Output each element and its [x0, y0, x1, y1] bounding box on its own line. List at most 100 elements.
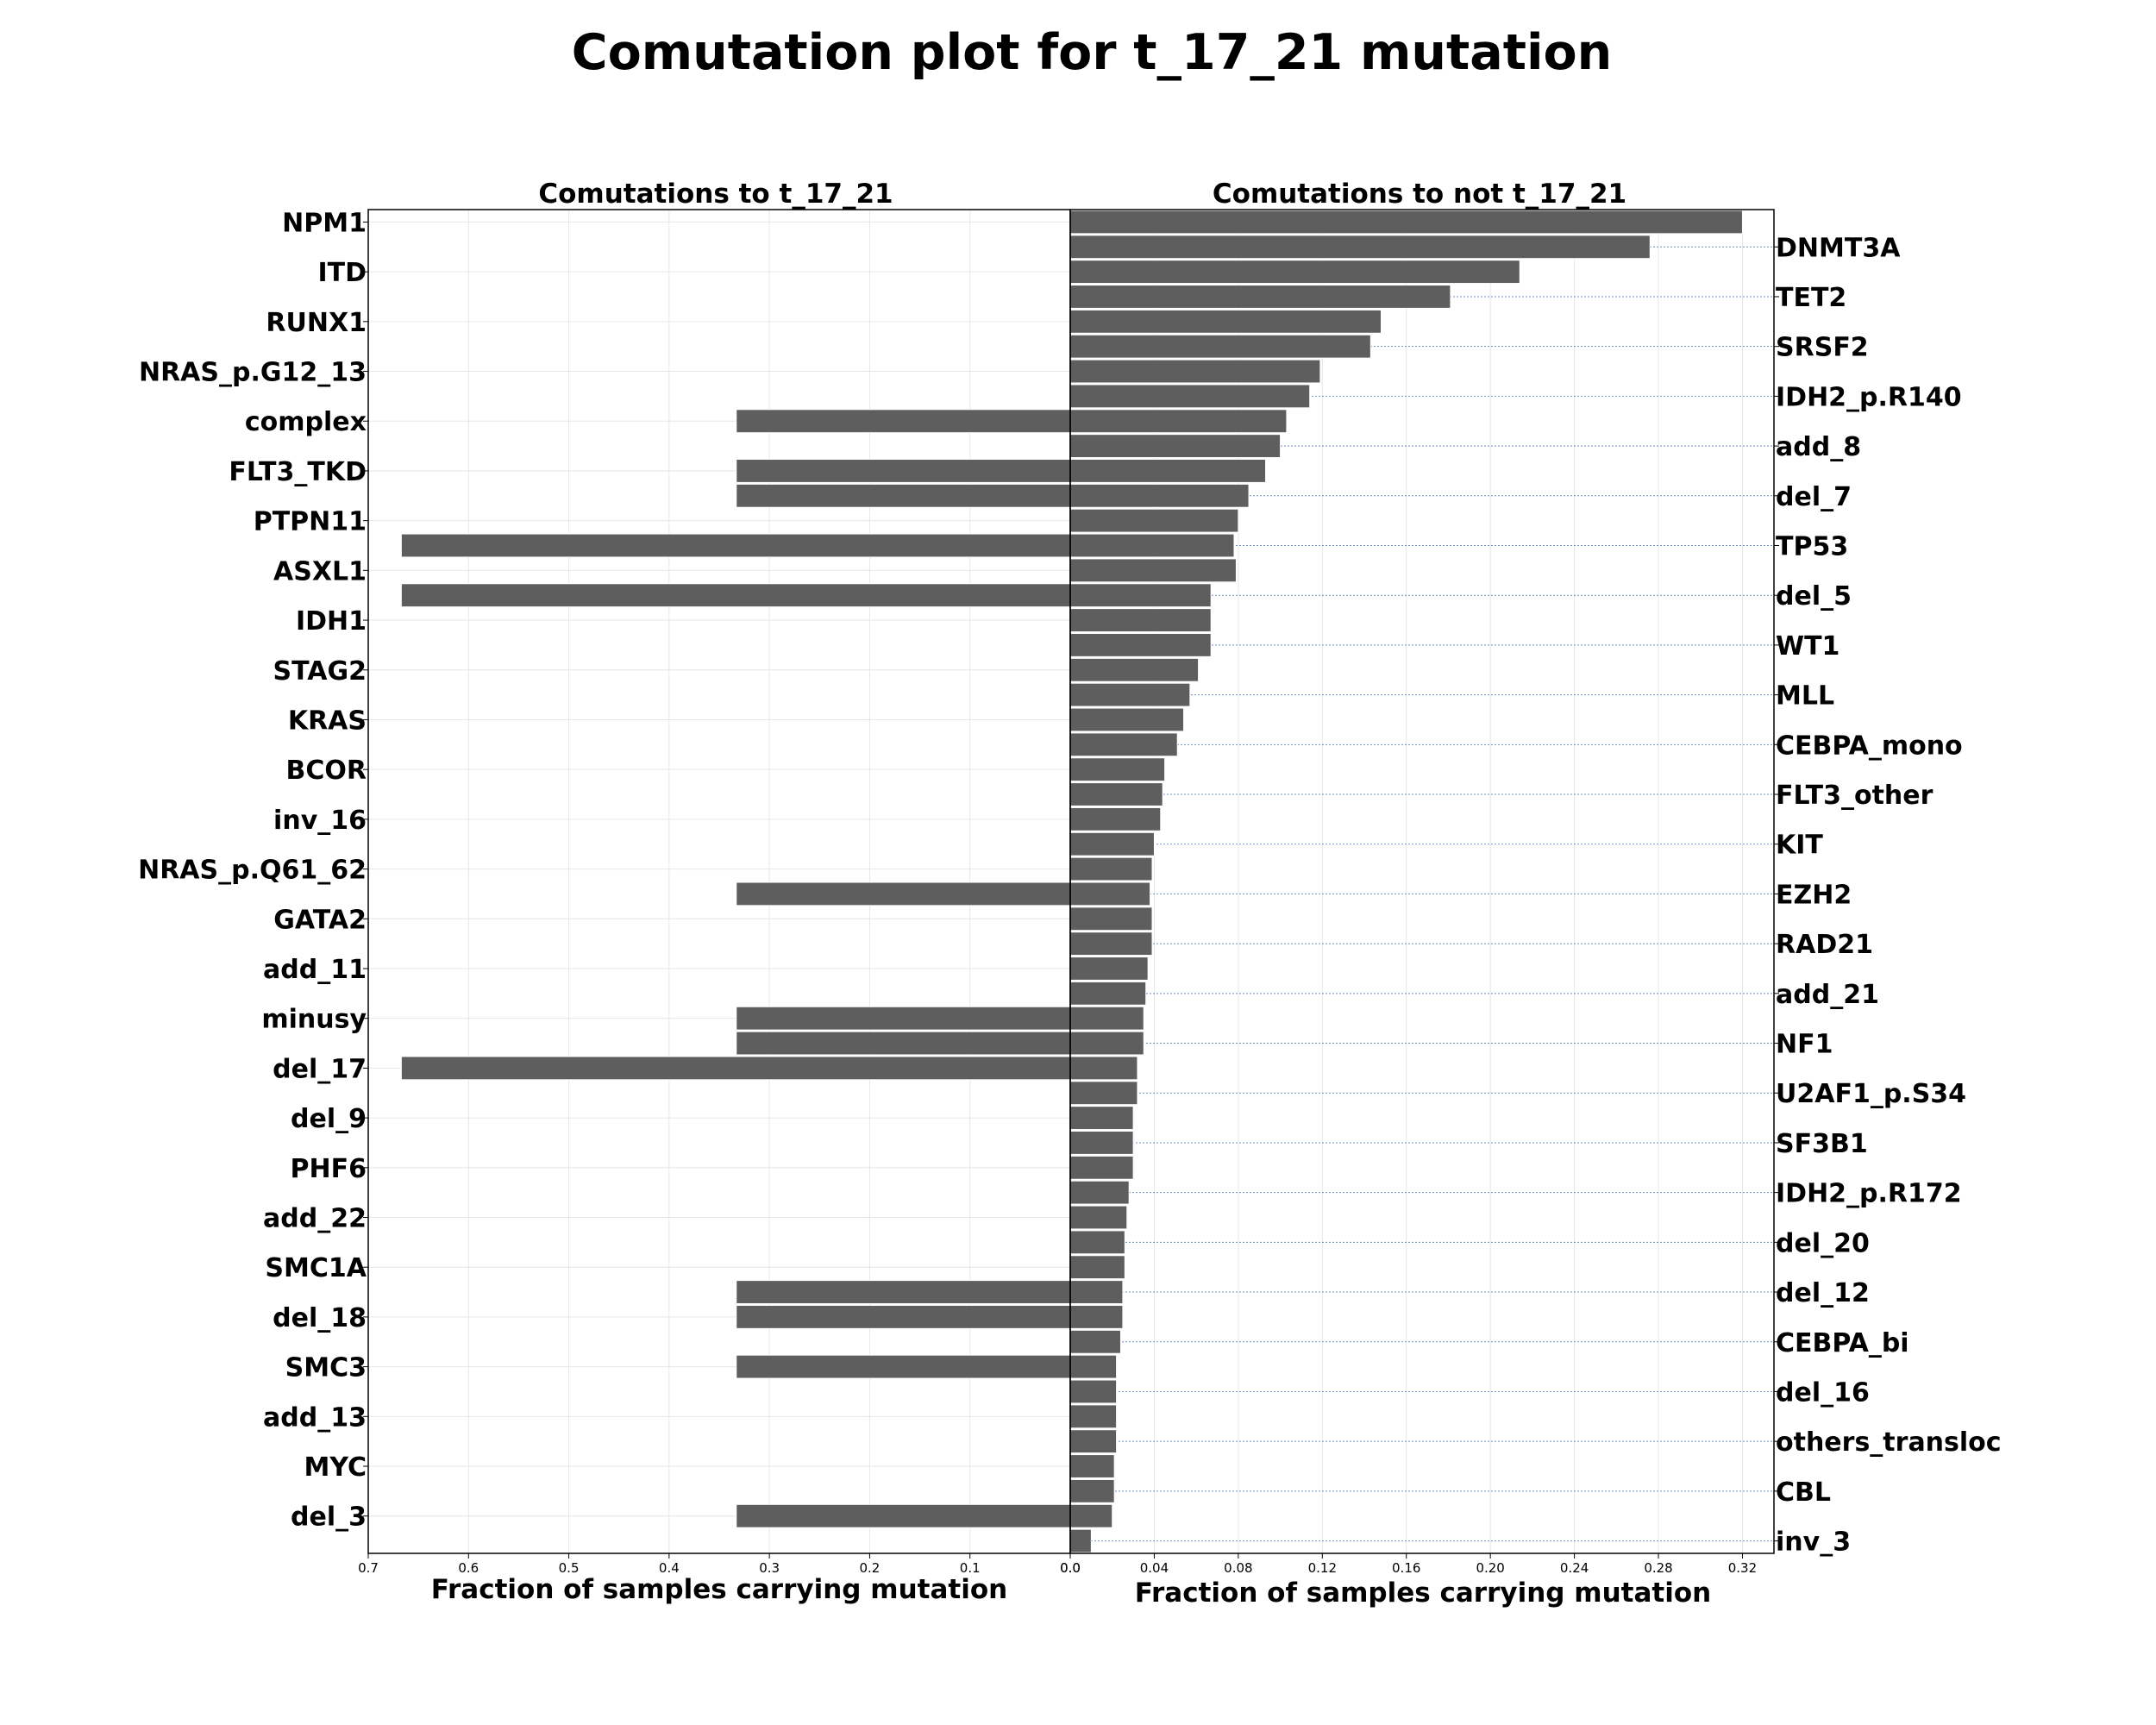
left-y-label: GATA2	[273, 905, 367, 935]
right-bar-STAG2	[1069, 657, 1200, 682]
right-y-label: CEBPA_bi	[1776, 1328, 1909, 1358]
right-x-tick-label: 0.32	[1728, 1560, 1757, 1576]
right-y-label: SRSF2	[1776, 333, 1869, 363]
left-bar-minusy	[736, 1006, 1071, 1031]
left-y-label: add_13	[263, 1402, 367, 1433]
right-bar-others_transloc	[1069, 1429, 1118, 1454]
left-y-label: NPM1	[282, 208, 367, 238]
left-y-label: BCOR	[286, 756, 367, 786]
right-bar-FLT3_other	[1069, 782, 1163, 806]
right-y-label: add_8	[1776, 432, 1861, 462]
right-bar-SMC3	[1069, 1354, 1118, 1379]
left-y-label: PTPN11	[254, 507, 367, 537]
left-bar-del_3	[736, 1503, 1071, 1528]
right-bar-add_8	[1069, 434, 1282, 459]
left-bar-TP53	[400, 533, 1071, 558]
right-bar-del_18	[1069, 1304, 1124, 1329]
right-bar-MLL	[1069, 682, 1191, 707]
right-y-label: del_5	[1776, 581, 1852, 612]
left-y-label: del_17	[273, 1054, 367, 1084]
right-y-label: add_21	[1776, 980, 1879, 1010]
right-y-label: inv_3	[1776, 1527, 1851, 1558]
right-bar-RUNX1	[1069, 309, 1382, 334]
right-y-label: TET2	[1776, 283, 1846, 313]
bars	[400, 210, 1743, 1553]
left-y-label: STAG2	[273, 656, 367, 687]
chart-title: Comutation plot for t_17_21 mutation	[572, 24, 1613, 81]
right-bar-add_22	[1069, 1205, 1128, 1230]
right-y-label: IDH2_p.R140	[1776, 382, 1962, 412]
guide-lines	[1070, 246, 1774, 1542]
left-y-label: complex	[245, 407, 367, 437]
right-bar-CEBPA_bi	[1069, 1329, 1121, 1354]
left-y-label: KRAS	[288, 706, 367, 736]
right-x-tick-label: 0.24	[1560, 1560, 1589, 1576]
right-bar-SF3B1	[1069, 1131, 1134, 1155]
left-x-tick-label: 0.0	[1060, 1560, 1081, 1576]
right-y-label: U2AF1_p.S34	[1776, 1079, 1966, 1109]
left-y-label: IDH1	[296, 606, 367, 637]
right-bar-ASXL1	[1069, 558, 1237, 583]
left-panel-title: Comutations to t_17_21	[538, 179, 893, 210]
left-y-label: add_22	[263, 1204, 367, 1234]
right-bar-NRAS_p.G12_13	[1069, 359, 1321, 384]
right-bar-inv_3	[1069, 1528, 1092, 1553]
right-bar-del_17	[1069, 1056, 1138, 1081]
right-bar-TP53	[1069, 533, 1235, 558]
right-bar-NRAS_p.Q61_62	[1069, 856, 1153, 881]
right-bar-del_16	[1069, 1379, 1118, 1404]
left-y-label: PHF6	[291, 1154, 367, 1184]
right-plot-frame	[1069, 209, 1775, 1554]
right-x-tick-label: 0.0	[1060, 1560, 1081, 1576]
left-x-tick-label: 0.4	[659, 1560, 680, 1576]
right-y-label: CEBPA_mono	[1776, 731, 1963, 761]
right-bar-IDH1	[1069, 608, 1212, 632]
right-bar-IDH2_p.R172	[1069, 1180, 1130, 1205]
right-bar-add_21	[1069, 981, 1147, 1006]
right-bar-RAD21	[1069, 932, 1153, 957]
left-y-label: NRAS_p.Q61_62	[138, 856, 367, 886]
left-bar-SMC3	[736, 1354, 1071, 1379]
left-y-label: minusy	[261, 1005, 367, 1035]
right-y-label: del_16	[1776, 1377, 1870, 1408]
right-bar-MYC	[1069, 1454, 1115, 1478]
right-x-tick-label: 0.16	[1392, 1560, 1420, 1576]
right-bar-del_9	[1069, 1106, 1134, 1131]
left-bar-NF1	[736, 1031, 1071, 1056]
right-bar-minusy	[1069, 1006, 1144, 1031]
right-y-label: KIT	[1776, 831, 1823, 861]
left-x-tick-label: 0.2	[859, 1560, 880, 1576]
left-x-tick-label: 0.6	[458, 1560, 479, 1576]
right-y-label: MLL	[1776, 681, 1834, 712]
right-bar-KRAS	[1069, 707, 1185, 732]
right-bar-NPM1	[1069, 210, 1743, 235]
left-x-tick-label: 0.5	[559, 1560, 580, 1576]
right-bar-del_7	[1069, 483, 1250, 508]
left-y-label: del_9	[291, 1104, 367, 1134]
right-y-label: NF1	[1776, 1030, 1833, 1060]
left-y-label: del_18	[273, 1303, 367, 1333]
right-panel-title: Comutations to not t_17_21	[1213, 179, 1626, 210]
left-bar-EZH2	[736, 881, 1071, 906]
left-y-label: inv_16	[273, 806, 367, 836]
right-y-label: TP53	[1776, 532, 1848, 562]
right-bar-EZH2	[1069, 881, 1151, 906]
right-bar-PTPN11	[1069, 508, 1239, 533]
left-bar-del_7	[736, 483, 1071, 508]
right-bar-TET2	[1069, 285, 1451, 309]
left-y-label: MYC	[304, 1452, 367, 1483]
right-bar-complex	[1069, 409, 1288, 434]
right-y-label: WT1	[1776, 631, 1839, 662]
right-y-label: EZH2	[1776, 880, 1852, 910]
right-x-tick-label: 0.20	[1476, 1560, 1504, 1576]
left-x-tick-label: 0.7	[358, 1560, 379, 1576]
right-bar-del_3	[1069, 1503, 1113, 1528]
left-y-label: ASXL1	[273, 556, 367, 586]
left-bar-del_17	[400, 1056, 1071, 1081]
right-y-label: others_transloc	[1776, 1427, 2002, 1458]
right-bar-CEBPA_mono	[1069, 732, 1178, 757]
right-bar-WT1	[1069, 632, 1212, 657]
right-bar-SMC1A	[1069, 1255, 1125, 1280]
